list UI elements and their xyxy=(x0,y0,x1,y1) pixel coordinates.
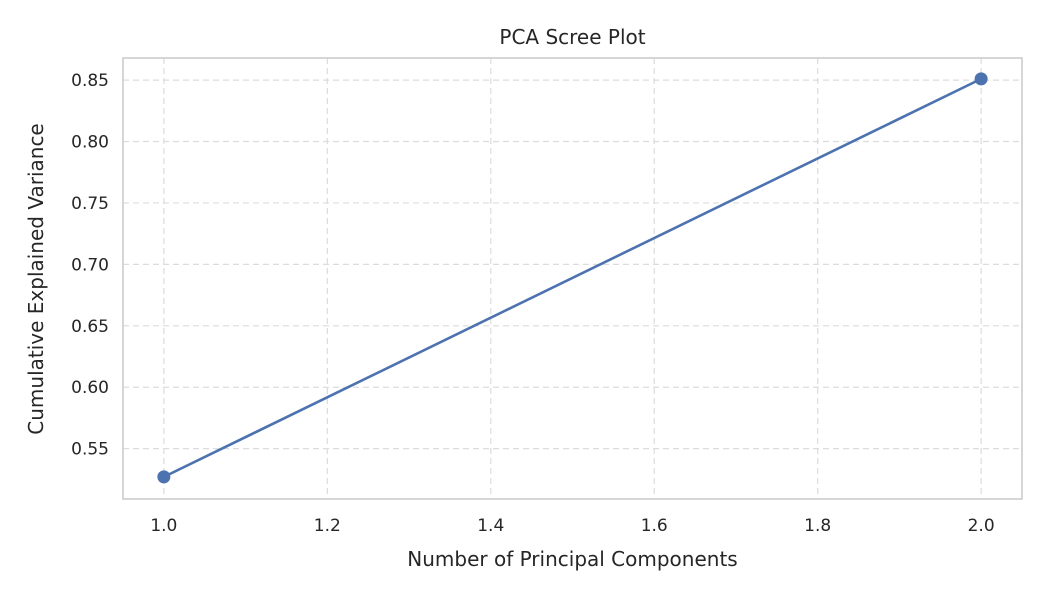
data-point xyxy=(157,470,171,484)
x-tick-label: 1.8 xyxy=(804,516,831,536)
grid-layer xyxy=(123,58,1022,499)
x-tick-label: 2.0 xyxy=(968,516,995,536)
x-tick-label: 1.2 xyxy=(314,516,341,536)
y-tick-label: 0.75 xyxy=(71,194,109,214)
x-tick-label: 1.6 xyxy=(641,516,668,536)
series-layer xyxy=(157,72,988,484)
x-axis-label: Number of Principal Components xyxy=(407,547,737,571)
y-axis-label: Cumulative Explained Variance xyxy=(24,123,48,434)
plot-frame xyxy=(122,57,1023,500)
y-tick-label: 0.80 xyxy=(71,133,109,153)
data-point xyxy=(974,72,988,86)
ticks-layer: 1.0 1.2 1.4 1.6 1.8 2.0 0.55 0.60 0.65 0.70 0.75 0.… xyxy=(71,71,995,536)
y-tick-label: 0.60 xyxy=(71,378,109,398)
x-tick-label: 1.4 xyxy=(477,516,504,536)
y-tick-label: 0.85 xyxy=(71,71,109,91)
x-tick-label: 1.0 xyxy=(150,516,177,536)
series-line xyxy=(162,77,983,479)
y-tick-label: 0.55 xyxy=(71,440,109,460)
y-tick-label: 0.70 xyxy=(71,255,109,275)
chart-title: PCA Scree Plot xyxy=(499,25,645,49)
y-tick-label: 0.65 xyxy=(71,317,109,337)
